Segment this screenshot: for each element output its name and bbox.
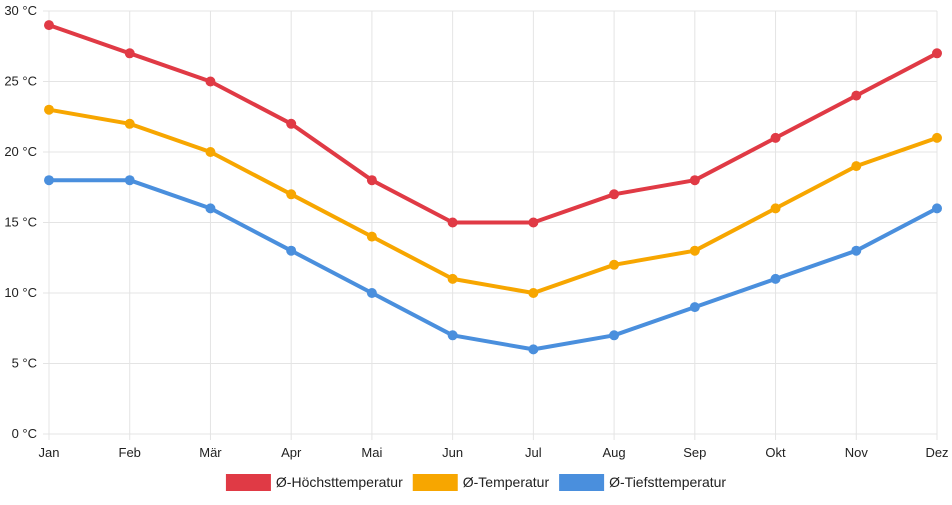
data-point[interactable] — [932, 132, 942, 143]
legend-label: Ø-Temperatur — [463, 474, 550, 490]
legend-swatch — [559, 474, 605, 491]
x-tick-label: Dez — [925, 445, 948, 460]
x-tick-label: Sep — [683, 445, 706, 460]
y-tick-label: 10 °C — [4, 285, 37, 300]
grid — [43, 10, 938, 440]
x-tick-label: Jul — [525, 445, 542, 460]
data-point[interactable] — [286, 245, 297, 256]
data-point[interactable] — [770, 273, 781, 284]
data-point[interactable] — [689, 302, 700, 313]
data-point[interactable] — [366, 175, 377, 186]
legend-swatch — [225, 474, 271, 491]
x-tick-label: Nov — [845, 445, 869, 460]
data-point[interactable] — [609, 259, 620, 270]
data-point[interactable] — [286, 189, 297, 200]
data-point[interactable] — [124, 175, 135, 186]
y-tick-label: 5 °C — [12, 356, 37, 371]
y-tick-label: 15 °C — [4, 215, 37, 230]
data-point[interactable] — [447, 217, 458, 228]
x-tick-label: Aug — [603, 445, 626, 460]
legend-label: Ø-Höchsttemperatur — [276, 474, 403, 490]
data-point[interactable] — [366, 288, 377, 298]
legend-item-2[interactable]: Ø-Temperatur — [412, 474, 550, 491]
series-line — [47, 23, 939, 225]
data-point[interactable] — [689, 245, 700, 256]
y-tick-label: 30 °C — [4, 3, 37, 18]
data-point[interactable] — [205, 76, 216, 87]
y-tick-label: 20 °C — [4, 144, 37, 159]
series-line — [47, 107, 939, 295]
series-line — [47, 178, 939, 352]
series-lines — [44, 20, 942, 355]
data-point[interactable] — [932, 48, 942, 59]
legend-swatch — [412, 474, 458, 491]
data-point[interactable] — [124, 48, 135, 59]
x-tick-label: Feb — [119, 445, 141, 460]
x-tick-label: Mai — [361, 445, 382, 460]
data-point[interactable] — [609, 330, 620, 341]
data-point[interactable] — [44, 175, 54, 186]
y-tick-label: 25 °C — [4, 74, 37, 89]
data-point[interactable] — [851, 245, 862, 256]
data-point[interactable] — [447, 273, 458, 284]
legend-label: Ø-Tiefsttemperatur — [609, 474, 726, 490]
x-tick-label: Okt — [765, 445, 786, 460]
data-point[interactable] — [689, 175, 700, 186]
legend-item-1[interactable]: Ø-Höchsttemperatur — [225, 474, 403, 491]
data-point[interactable] — [205, 203, 216, 214]
data-point[interactable] — [44, 104, 54, 115]
data-point[interactable] — [851, 90, 862, 101]
data-point[interactable] — [447, 330, 458, 341]
data-point[interactable] — [44, 20, 54, 31]
data-point[interactable] — [528, 217, 539, 228]
data-point[interactable] — [932, 203, 942, 214]
series-3 — [44, 175, 942, 355]
axes: 0 °C 5 °C 10 °C 15 °C 20 °C 25 °C 30 °C Jan Feb M… — [4, 3, 948, 460]
x-tick-label: Apr — [281, 445, 302, 460]
data-point[interactable] — [770, 132, 781, 143]
data-point[interactable] — [609, 189, 620, 200]
series-2 — [44, 104, 942, 298]
series-1 — [44, 20, 942, 228]
data-point[interactable] — [205, 147, 216, 157]
legend-item-3[interactable]: Ø-Tiefsttemperatur — [559, 474, 726, 491]
x-tick-label: Jun — [442, 445, 463, 460]
y-tick-label: 0 °C — [12, 426, 37, 441]
legend[interactable]: Ø-Höchsttemperatur Ø-Temperatur Ø-Tiefstte… — [225, 474, 726, 491]
data-point[interactable] — [366, 231, 377, 242]
data-point[interactable] — [851, 161, 862, 172]
data-point[interactable] — [124, 118, 135, 129]
x-tick-label: Mär — [199, 445, 222, 460]
x-tick-label: Jan — [39, 445, 60, 460]
data-point[interactable] — [770, 203, 781, 214]
data-point[interactable] — [528, 288, 539, 298]
data-point[interactable] — [528, 344, 539, 355]
data-point[interactable] — [286, 118, 297, 129]
